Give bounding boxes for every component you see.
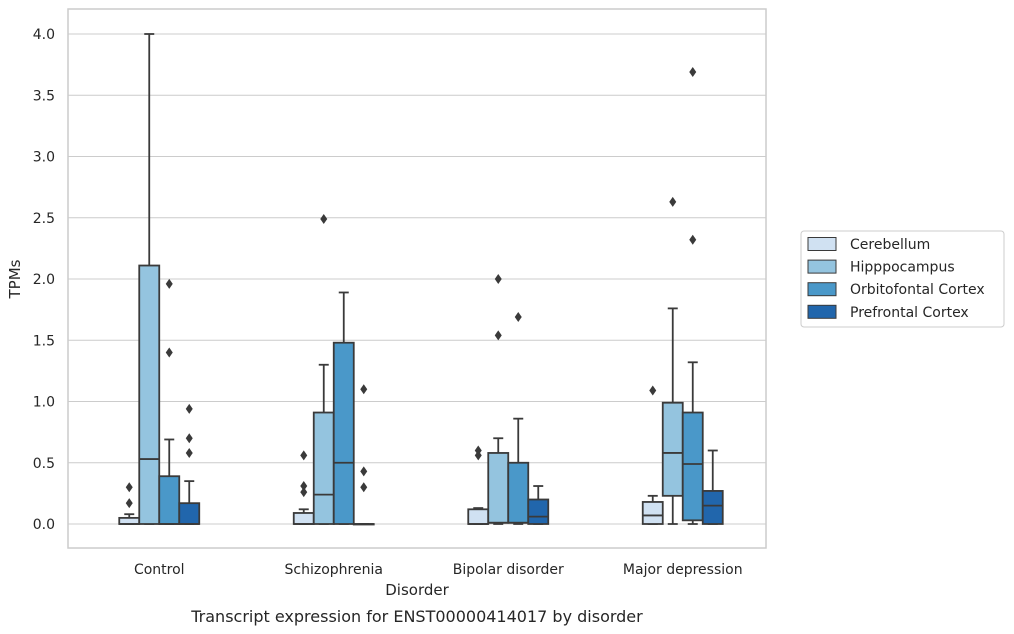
outlier-point bbox=[185, 433, 193, 444]
box-body bbox=[641, 501, 664, 525]
box-prefrontal-cortex bbox=[701, 449, 724, 525]
box-body bbox=[527, 498, 550, 525]
legend: Cerebellum Hipppocampus Orbitofontal Corte… bbox=[800, 230, 1005, 328]
box-plots bbox=[118, 33, 724, 526]
box-body bbox=[701, 490, 724, 525]
chart-caption: Transcript expression for ENST0000041401… bbox=[190, 607, 643, 626]
box-body bbox=[467, 508, 490, 525]
box-cerebellum bbox=[467, 445, 490, 525]
legend-label: Prefrontal Cortex bbox=[850, 305, 969, 321]
legend-swatch bbox=[807, 237, 837, 251]
box-hipppocampus bbox=[138, 33, 161, 525]
box-body bbox=[178, 502, 201, 525]
box-prefrontal-cortex bbox=[527, 485, 550, 525]
box-body bbox=[292, 512, 315, 525]
outlier-point bbox=[649, 385, 657, 396]
outlier-point bbox=[360, 384, 368, 395]
box-body bbox=[681, 411, 704, 522]
legend-swatch bbox=[807, 304, 837, 319]
box-hipppocampus bbox=[312, 213, 335, 525]
box-body bbox=[332, 341, 355, 525]
box-orbitofontal-cortex bbox=[507, 311, 530, 525]
outlier-point bbox=[360, 466, 368, 477]
box-orbitofontal-cortex bbox=[158, 278, 181, 525]
outlier-point bbox=[514, 311, 522, 322]
box-hipppocampus bbox=[661, 196, 684, 525]
y-tick-labels: 0.0 0.5 1.0 1.5 2.0 2.5 3.0 3.5 4.0 bbox=[33, 27, 55, 533]
outlier-point bbox=[300, 481, 308, 492]
outlier-point bbox=[689, 234, 697, 245]
plot-frame bbox=[67, 8, 767, 549]
box-cerebellum bbox=[118, 482, 141, 525]
box-body bbox=[487, 452, 510, 524]
outlier-point bbox=[360, 482, 368, 493]
y-tick-label: 2.5 bbox=[33, 211, 55, 227]
outlier-point bbox=[165, 347, 173, 358]
box-prefrontal-cortex bbox=[178, 403, 201, 525]
legend-frame bbox=[800, 230, 1005, 328]
y-axis-label: TPMs bbox=[6, 259, 24, 299]
box-cerebellum bbox=[641, 385, 664, 525]
box-hipppocampus bbox=[487, 274, 510, 525]
outlier-point bbox=[185, 447, 193, 458]
y-tick-label: 1.0 bbox=[33, 395, 55, 411]
outlier-point bbox=[300, 487, 308, 498]
box-orbitofontal-cortex bbox=[332, 291, 355, 525]
box-prefrontal-cortex bbox=[352, 384, 375, 526]
box-body bbox=[158, 475, 181, 525]
outlier-point bbox=[320, 213, 328, 224]
outlier-point bbox=[689, 66, 697, 77]
legend-label: Cerebellum bbox=[850, 237, 930, 253]
y-tick-label: 3.5 bbox=[33, 88, 55, 104]
outlier-point bbox=[474, 445, 482, 456]
y-tick-label: 1.5 bbox=[33, 333, 55, 349]
y-tick-label: 4.0 bbox=[33, 27, 55, 43]
legend-swatch bbox=[807, 282, 837, 297]
outlier-point bbox=[185, 403, 193, 414]
box-body bbox=[312, 411, 335, 525]
outlier-point bbox=[125, 482, 133, 493]
y-tick-label: 0.5 bbox=[33, 456, 55, 472]
y-tick-label: 0.0 bbox=[33, 517, 55, 533]
box-orbitofontal-cortex bbox=[681, 66, 704, 525]
legend-label: Hipppocampus bbox=[850, 260, 955, 276]
y-tick-label: 3.0 bbox=[33, 150, 55, 166]
box-body bbox=[138, 264, 161, 525]
x-tick-label: Major depression bbox=[623, 562, 743, 578]
x-tick-labels: Control Schizophrenia Bipolar disorder Majo… bbox=[134, 562, 743, 578]
box-body bbox=[507, 461, 530, 524]
outlier-point bbox=[494, 274, 502, 284]
outlier-point bbox=[125, 498, 133, 509]
x-tick-label: Schizophrenia bbox=[285, 562, 383, 578]
box-body bbox=[118, 516, 141, 525]
legend-swatch bbox=[807, 259, 837, 274]
box-cerebellum bbox=[292, 450, 315, 525]
outlier-point bbox=[165, 278, 173, 289]
y-tick-label: 2.0 bbox=[33, 272, 55, 288]
outlier-point bbox=[494, 330, 502, 341]
grid-lines bbox=[68, 33, 766, 525]
outlier-point bbox=[669, 196, 677, 207]
legend-label: Orbitofontal Cortex bbox=[850, 282, 985, 298]
x-tick-label: Control bbox=[134, 562, 185, 578]
x-axis-label: Disorder bbox=[385, 581, 449, 599]
outlier-point bbox=[300, 450, 308, 461]
x-tick-label: Bipolar disorder bbox=[453, 562, 564, 578]
box-body bbox=[661, 401, 684, 497]
